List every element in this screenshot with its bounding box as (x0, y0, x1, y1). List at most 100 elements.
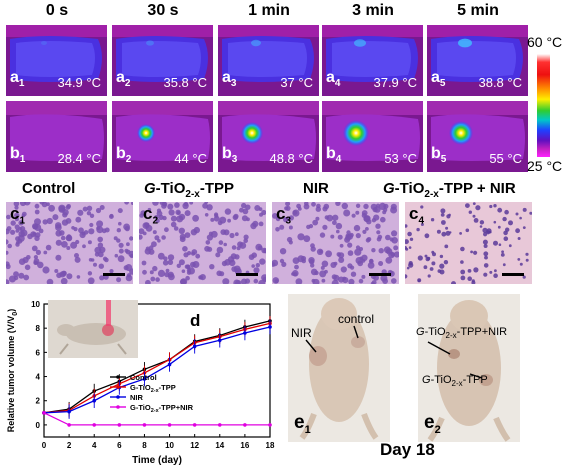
legend-label: G-TiO2-x-TPP+NIR (130, 403, 194, 414)
legend-marker (116, 395, 120, 399)
thermal-temperature: 48.8 °C (269, 151, 313, 166)
legend-label: G-TiO2-x-TPP (130, 383, 176, 394)
legend-marker (116, 375, 120, 379)
histology-panel-label: c1 (10, 204, 26, 227)
thermal-temperature: 55 °C (489, 151, 522, 166)
x-tick-label: 10 (165, 441, 174, 450)
thermal-panel-label: b3 (222, 144, 238, 165)
legend-marker (116, 385, 120, 389)
thermal-temperature: 34.9 °C (57, 75, 101, 90)
data-point (192, 423, 197, 427)
time-label: 0 s (45, 2, 69, 19)
mouse-e2-panel-label: e2 (424, 412, 441, 436)
scale-bar (369, 273, 391, 276)
series-line (43, 326, 271, 414)
thermal-panel-label: b1 (10, 144, 26, 165)
legend-label: NIR (130, 393, 144, 402)
thermal-panel-label: b5 (431, 144, 447, 165)
chart-svg: 0 2 4 6 8 10 12 14 16 18 0 2 4 6 8 10 Time (day) Relative… (6, 300, 275, 466)
day-label: Day 18 (380, 440, 435, 459)
legend-label: Control (130, 373, 157, 382)
thermal-image-a2: a2 35.8 °C (112, 25, 213, 96)
y-tick-label: 6 (36, 348, 41, 357)
y-tick-label: 8 (36, 324, 41, 333)
time-label: 30 s (147, 2, 179, 19)
series-line (43, 322, 271, 414)
x-tick-label: 4 (92, 441, 97, 450)
mouse-photo-e2: G-TiO2-x-TPP+NIR G-TiO2-x-TPP e2 (416, 294, 520, 442)
x-tick-label: 18 (266, 441, 275, 450)
thermal-panel-label: b2 (116, 144, 132, 165)
thermal-image-b1: b1 28.4 °C (6, 101, 107, 172)
scale-bar (236, 273, 258, 276)
data-point (142, 423, 147, 427)
thermal-panel-label: b4 (326, 144, 342, 165)
mouse-e1-panel-label: e1 (294, 412, 311, 436)
thermal-temperature: 28.4 °C (57, 151, 101, 166)
data-point (268, 423, 272, 427)
data-point (92, 398, 97, 403)
y-tick-label: 0 (36, 421, 41, 430)
histology-title: Control (22, 180, 76, 197)
thermal-image-a1: a1 34.9 °C (6, 25, 107, 96)
colorbar-min-label: 25 °C (527, 158, 563, 174)
x-tick-label: 6 (117, 441, 122, 450)
histology-title: G-TiO2-x-TPP (144, 180, 235, 200)
thermal-temperature: 44 °C (174, 151, 207, 166)
temperature-colorbar (537, 54, 550, 157)
histology-image-c3: c3 (272, 202, 399, 284)
plot-frame (43, 303, 271, 438)
data-point (217, 338, 222, 343)
thermal-panel-label: a3 (222, 68, 237, 89)
thermal-temperature: 38.8 °C (478, 75, 522, 90)
data-point (142, 377, 147, 381)
data-point (67, 409, 71, 414)
time-label: 1 min (248, 2, 290, 19)
y-tick-label: 4 (36, 373, 41, 382)
histology-image-c2: c2 (139, 202, 266, 284)
thermal-image-a5: a5 38.8 °C (427, 25, 528, 96)
thermal-image-b3: b3 48.8 °C (218, 101, 319, 172)
data-point (167, 362, 172, 367)
histology-title: NIR (303, 180, 329, 197)
time-label: 3 min (352, 2, 394, 19)
mouse-e1-control-label: control (338, 312, 375, 326)
legend-marker (116, 405, 120, 409)
thermal-image-b5: b5 55 °C (427, 101, 528, 172)
panel-label-d: d (190, 311, 200, 330)
x-axis-label: Time (day) (132, 455, 182, 466)
histology-image-c1: c1 (6, 202, 133, 284)
x-tick-label: 8 (142, 441, 147, 450)
scale-bar (103, 273, 125, 276)
thermal-panel-label: a4 (326, 68, 341, 89)
histology-panel-label: c4 (409, 204, 425, 227)
series-line (43, 320, 271, 414)
y-axis-label: Relative tumor volume (V/V0) (6, 309, 19, 432)
thermal-image-a4: a4 37.9 °C (322, 25, 423, 96)
x-tick-label: 2 (67, 441, 72, 450)
histology-title: G-TiO2-x-TPP + NIR (383, 180, 516, 200)
mouse-photo-e1: NIR control e1 (288, 294, 390, 442)
data-point (217, 423, 222, 427)
thermal-temperature: 53 °C (384, 151, 417, 166)
thermal-panel-label: a5 (431, 68, 446, 89)
thermal-temperature: 37 °C (280, 75, 313, 90)
data-point (243, 423, 247, 427)
data-point (192, 344, 197, 349)
histology-panel-label: c3 (276, 204, 292, 227)
series-line (43, 412, 270, 426)
data-point (117, 423, 122, 427)
histology-image-c4: c4 (405, 202, 532, 284)
data-point (268, 325, 272, 329)
x-tick-label: 0 (42, 441, 47, 450)
mouse-e1-nir-label: NIR (291, 326, 312, 340)
thermal-panel-label: a1 (10, 68, 25, 89)
scale-bar (502, 273, 524, 276)
thermal-temperature: 37.9 °C (373, 75, 417, 90)
colorbar-max-label: 60 °C (527, 34, 563, 50)
data-point (67, 423, 71, 427)
histology-panel-label: c2 (143, 204, 159, 227)
time-label: 5 min (457, 2, 499, 19)
mouse-e2-top-label: G-TiO2-x-TPP+NIR (416, 326, 508, 341)
thermal-panel-label: a2 (116, 68, 131, 89)
